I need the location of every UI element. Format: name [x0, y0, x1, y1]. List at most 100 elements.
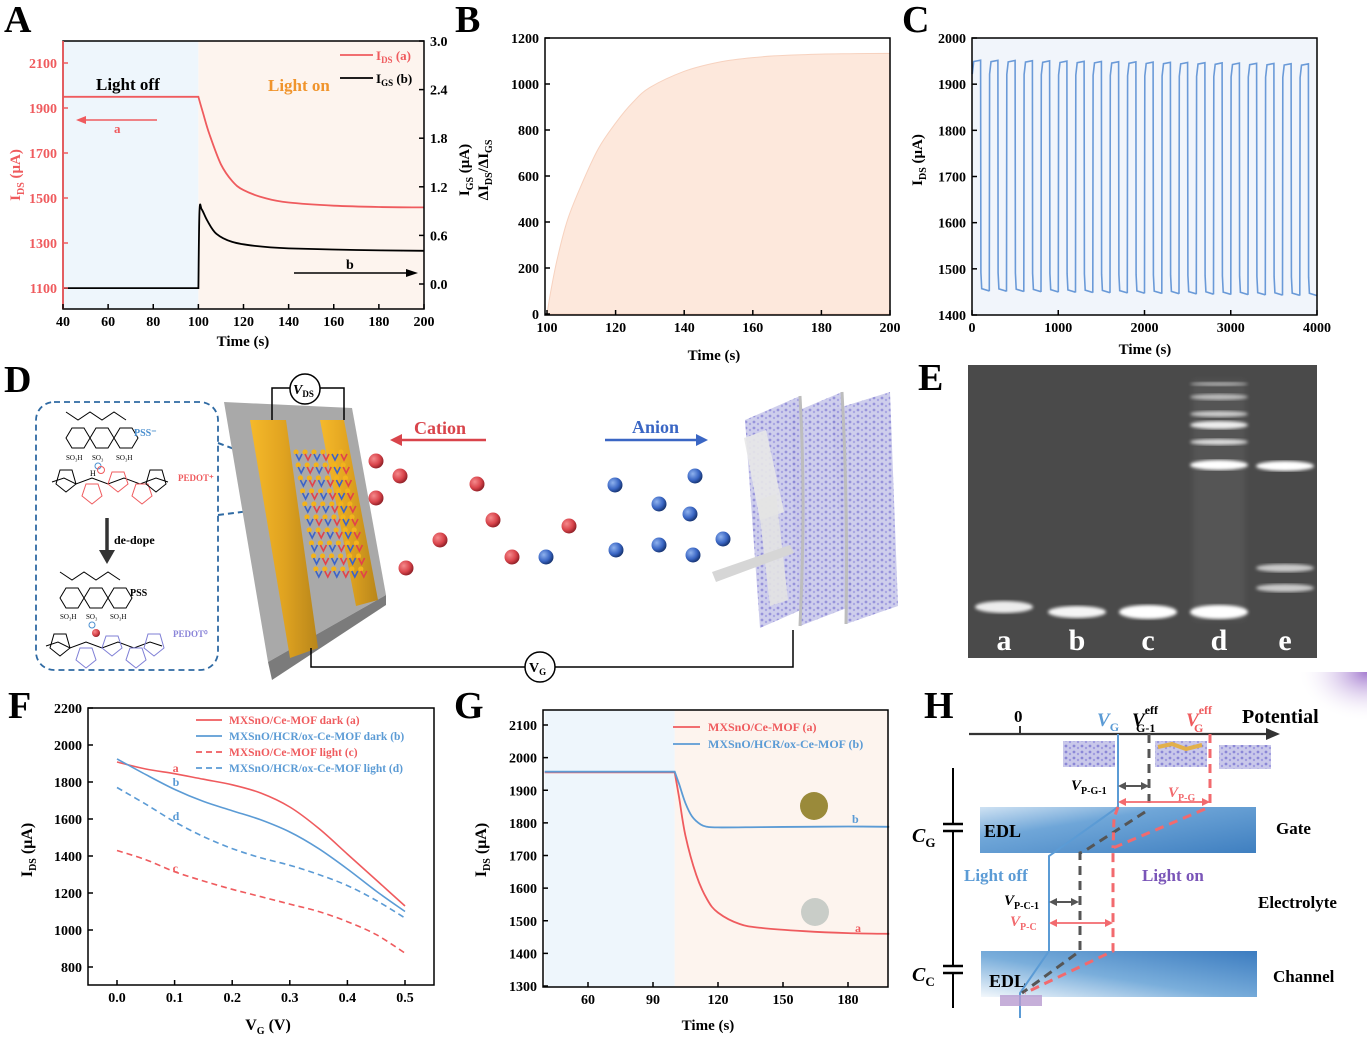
light-on-profile	[1024, 807, 1206, 995]
channel-atom	[336, 488, 342, 494]
so3h-label-2: SO₃H	[116, 454, 132, 462]
y-tick-label: 2000	[509, 752, 537, 767]
series-b	[116, 758, 406, 913]
channel-atom	[338, 449, 344, 455]
cation-bound-icon	[92, 629, 100, 637]
channel-chain	[295, 453, 303, 462]
channel-chain	[346, 544, 355, 553]
channel-atom	[293, 449, 299, 455]
channel-chain	[328, 544, 337, 553]
y-tick-label: 1700	[509, 850, 537, 865]
vds-wire-left	[271, 387, 290, 420]
channel-chain	[326, 531, 334, 540]
cc-label: CC	[912, 964, 935, 989]
area-series	[546, 52, 891, 315]
vg-label: VG	[529, 661, 546, 677]
channel-chain	[297, 466, 305, 475]
channel-chain	[342, 518, 350, 527]
legend-text-a: MXSnO/Ce-MOF (a)	[708, 720, 817, 734]
series-idsa	[63, 95, 425, 209]
y-tick-label: 2100	[29, 57, 57, 72]
x-tick-label: 120	[708, 993, 729, 1008]
channel-chain	[342, 466, 350, 475]
vpg1-label: VP-G-1	[1071, 778, 1107, 797]
light-on-1-profile	[1021, 810, 1146, 995]
panel-f-legend: MXSnO/Ce-MOF dark (a) MXSnO/HCR/ox-Ce-MOF…	[196, 715, 404, 775]
vg-meter-icon	[524, 651, 556, 683]
channel-chain	[315, 466, 323, 475]
channel-atom	[320, 449, 326, 455]
series-tag-b: b	[852, 812, 859, 826]
panel-letter-e: E	[918, 357, 943, 399]
panel-g-legend: MXSnO/Ce-MOF (a) MXSnO/HCR/ox-Ce-MOF (b)	[673, 720, 863, 751]
panel-c-xlabel: Time (s)	[1119, 342, 1172, 358]
pedot-neutral-label: PEDOT⁰	[173, 629, 208, 639]
potential-label: Potential	[1242, 706, 1319, 728]
y-tick-label: 1300	[509, 980, 537, 995]
channel-chain	[333, 466, 341, 475]
channel-chain	[308, 531, 316, 540]
edl-bottom-label: EDL	[989, 971, 1026, 991]
mof-thumb-2-gold	[1157, 741, 1203, 752]
panel-a-ticks: 40 60 80 100 120 140 160 180 200 1100 1300 1500 1700…	[29, 35, 448, 330]
channel-chain	[322, 505, 330, 514]
channel-atom	[356, 553, 362, 559]
pss-structure-bottom	[59, 571, 133, 609]
panel-c-ylabel: IDS (μA)	[910, 134, 929, 186]
light-on-gate-drop	[1111, 806, 1120, 849]
channel-atom	[338, 501, 344, 507]
panel-a-series	[63, 95, 425, 289]
channel-chain	[324, 466, 332, 475]
x-tick-label: 160	[742, 321, 763, 336]
channel-atom	[331, 462, 337, 468]
so3-label-2: SO₃	[86, 613, 98, 621]
sample-disc-a	[801, 898, 829, 926]
chemistry-callout-box	[35, 401, 219, 671]
x-tick-label: 2000	[1131, 321, 1159, 336]
channel-atom	[342, 527, 348, 533]
y-tick-label: 1.2	[430, 181, 448, 196]
vpc1-label: VP-C-1	[1004, 893, 1039, 912]
negative-charge-icon-2	[88, 621, 96, 629]
channel-atom	[302, 449, 308, 455]
channel-chain	[333, 518, 341, 527]
panel-b-ylabel: ΔIDS/ΔIGS	[476, 139, 495, 200]
vds-meter-icon	[289, 373, 321, 405]
channel-chain	[324, 518, 332, 527]
panel-g-xlabel: Time (s)	[682, 1018, 735, 1034]
channel-atom	[309, 488, 315, 494]
light-on-label-h: Light on	[1142, 866, 1204, 885]
channel-chain	[344, 479, 353, 488]
channel-atom	[311, 501, 317, 507]
x-tick-label: 0.1	[166, 991, 184, 1006]
gel-band	[1119, 605, 1177, 619]
panel-b-xlabel: Time (s)	[688, 348, 741, 364]
series-tag-a: a	[855, 921, 861, 935]
y-tick-label: 1.8	[430, 132, 448, 147]
channel-atom	[304, 462, 310, 468]
panel-letter-b: B	[455, 0, 480, 41]
channel-atom	[302, 501, 308, 507]
panel-e: E a b c d e	[918, 357, 1317, 658]
panel-g-regions	[544, 710, 888, 987]
ions	[368, 453, 731, 576]
channel-chain	[304, 453, 312, 462]
y-tick-label: 200	[518, 262, 539, 277]
so3h-label-3: SO₃H	[60, 613, 76, 621]
y-tick-label: 1000	[54, 924, 82, 939]
panel-a-ylabel-right: IGS (μA)	[457, 144, 476, 196]
x-tick-label: 120	[233, 315, 254, 330]
series-a	[116, 761, 406, 907]
anion-ball	[651, 496, 667, 512]
vpc1-arrow-head-left	[1049, 898, 1057, 906]
channel-chain	[335, 479, 344, 488]
pedot-plus-label: PEDOT⁺	[178, 473, 214, 483]
panel-g-ylabel: IDS (μA)	[473, 823, 493, 877]
vpg-arrow-head-left	[1118, 798, 1126, 806]
light-off-label-h: Light off	[964, 866, 1028, 885]
channel-chain	[340, 505, 348, 514]
y-tick-label: 400	[518, 216, 539, 231]
channel-atom	[327, 488, 333, 494]
panel-g-series: ba	[544, 770, 890, 935]
x-tick-label: 4000	[1303, 321, 1331, 336]
